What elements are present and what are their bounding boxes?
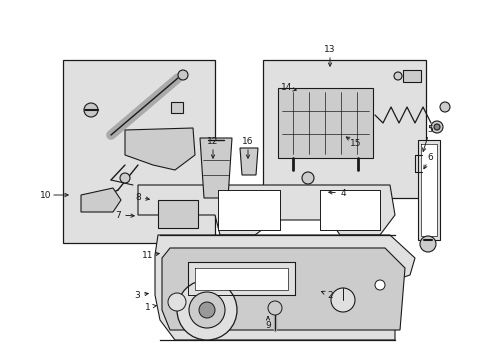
- Text: 2: 2: [326, 291, 332, 300]
- Polygon shape: [218, 190, 280, 230]
- Text: 9: 9: [264, 320, 270, 329]
- Text: 7: 7: [115, 211, 121, 220]
- Polygon shape: [278, 88, 372, 158]
- Circle shape: [419, 236, 435, 252]
- Polygon shape: [155, 235, 414, 340]
- Circle shape: [199, 302, 215, 318]
- Circle shape: [302, 172, 313, 184]
- Circle shape: [168, 293, 185, 311]
- Circle shape: [433, 124, 439, 130]
- Text: 15: 15: [349, 139, 361, 148]
- Polygon shape: [195, 268, 287, 290]
- Text: 12: 12: [207, 138, 218, 147]
- Text: 3: 3: [134, 291, 140, 300]
- Polygon shape: [319, 190, 379, 230]
- FancyBboxPatch shape: [63, 60, 215, 243]
- Circle shape: [267, 301, 282, 315]
- Circle shape: [84, 103, 98, 117]
- Polygon shape: [162, 248, 404, 330]
- Circle shape: [189, 292, 224, 328]
- Polygon shape: [240, 148, 258, 175]
- Circle shape: [430, 121, 442, 133]
- Polygon shape: [81, 188, 121, 212]
- Polygon shape: [125, 128, 195, 170]
- Circle shape: [330, 288, 354, 312]
- Text: 5: 5: [426, 126, 432, 135]
- Polygon shape: [187, 262, 294, 295]
- Circle shape: [374, 280, 384, 290]
- Circle shape: [177, 280, 237, 340]
- Text: 13: 13: [324, 45, 335, 54]
- FancyBboxPatch shape: [263, 60, 425, 198]
- Text: 10: 10: [40, 190, 52, 199]
- Polygon shape: [138, 185, 394, 235]
- Polygon shape: [420, 144, 436, 236]
- Text: 14: 14: [281, 84, 292, 93]
- Circle shape: [393, 72, 401, 80]
- Polygon shape: [158, 200, 198, 228]
- Text: 8: 8: [135, 193, 141, 202]
- Text: 16: 16: [242, 138, 253, 147]
- Polygon shape: [200, 138, 231, 198]
- Circle shape: [439, 102, 449, 112]
- Polygon shape: [171, 102, 183, 113]
- Text: 4: 4: [340, 189, 345, 198]
- Text: 6: 6: [426, 153, 432, 162]
- Circle shape: [120, 173, 130, 183]
- Circle shape: [178, 70, 187, 80]
- Text: 1: 1: [145, 302, 151, 311]
- Polygon shape: [417, 140, 439, 240]
- Text: 11: 11: [142, 251, 153, 260]
- Polygon shape: [402, 70, 420, 82]
